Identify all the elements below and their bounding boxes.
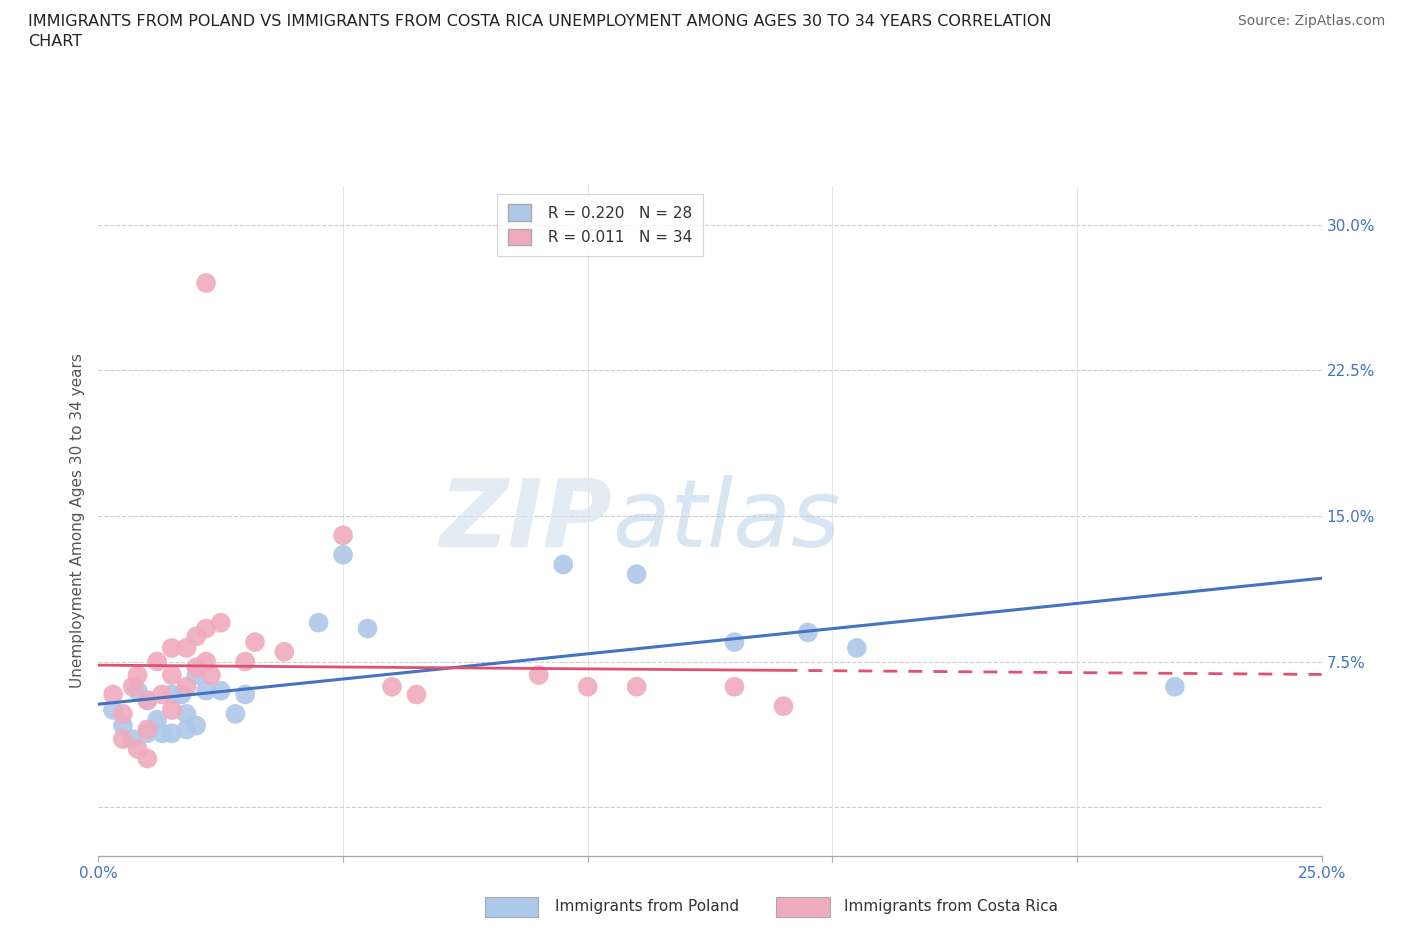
Point (176, 707, 198, 722)
Point (845, 641, 868, 656)
Point (127, 684, 149, 698)
Text: Immigrants from Costa Rica: Immigrants from Costa Rica (844, 899, 1057, 914)
Point (121, 679, 143, 694)
Point (160, 687, 183, 702)
Point (332, 548, 354, 563)
Point (136, 751, 159, 766)
Legend:  R = 0.220   N = 28,  R = 0.011   N = 34: R = 0.220 N = 28, R = 0.011 N = 34 (498, 193, 703, 256)
Point (136, 693, 159, 708)
Point (381, 679, 404, 694)
Point (308, 616, 330, 631)
Point (160, 702, 183, 717)
Text: Immigrants from Poland: Immigrants from Poland (555, 899, 740, 914)
Y-axis label: Unemployment Among Ages 30 to 34 years: Unemployment Among Ages 30 to 34 years (70, 353, 86, 688)
Point (233, 687, 256, 702)
Point (101, 702, 124, 717)
Point (626, 566, 648, 581)
Point (233, 654, 256, 669)
Point (150, 726, 173, 741)
Point (101, 687, 124, 702)
Point (146, 654, 169, 669)
Point (200, 668, 222, 683)
Point (209, 616, 232, 631)
Point (176, 679, 198, 694)
Point (176, 641, 198, 656)
Point (176, 722, 198, 737)
Point (772, 698, 794, 713)
Point (195, 275, 218, 290)
Text: atlas: atlas (612, 475, 841, 566)
Point (186, 629, 208, 644)
Point (160, 668, 183, 683)
Point (136, 726, 159, 741)
Point (224, 707, 246, 722)
Point (527, 668, 550, 683)
Point (170, 687, 193, 702)
Point (195, 684, 218, 698)
Point (136, 693, 159, 708)
Text: ZIP: ZIP (439, 475, 612, 566)
Point (332, 528, 354, 543)
Point (186, 668, 208, 683)
Point (243, 634, 266, 649)
Point (553, 557, 575, 572)
Point (797, 625, 820, 640)
Point (405, 687, 427, 702)
Point (160, 726, 183, 741)
Point (111, 707, 134, 722)
Point (136, 722, 159, 737)
Point (127, 668, 149, 683)
Point (356, 621, 378, 636)
Point (121, 732, 143, 747)
Point (111, 732, 134, 747)
Point (626, 679, 648, 694)
Point (576, 679, 599, 694)
Point (150, 687, 173, 702)
Point (146, 712, 169, 727)
Point (186, 660, 208, 675)
Point (195, 654, 218, 669)
Point (111, 718, 134, 733)
Point (195, 621, 218, 636)
Point (273, 644, 295, 659)
Text: Source: ZipAtlas.com: Source: ZipAtlas.com (1237, 14, 1385, 28)
Point (723, 679, 745, 694)
Point (209, 684, 232, 698)
Point (723, 634, 745, 649)
Point (127, 741, 149, 756)
Point (1164, 679, 1187, 694)
Point (160, 641, 183, 656)
Text: IMMIGRANTS FROM POLAND VS IMMIGRANTS FROM COSTA RICA UNEMPLOYMENT AMONG AGES 30 : IMMIGRANTS FROM POLAND VS IMMIGRANTS FRO… (28, 14, 1052, 48)
Point (186, 718, 208, 733)
